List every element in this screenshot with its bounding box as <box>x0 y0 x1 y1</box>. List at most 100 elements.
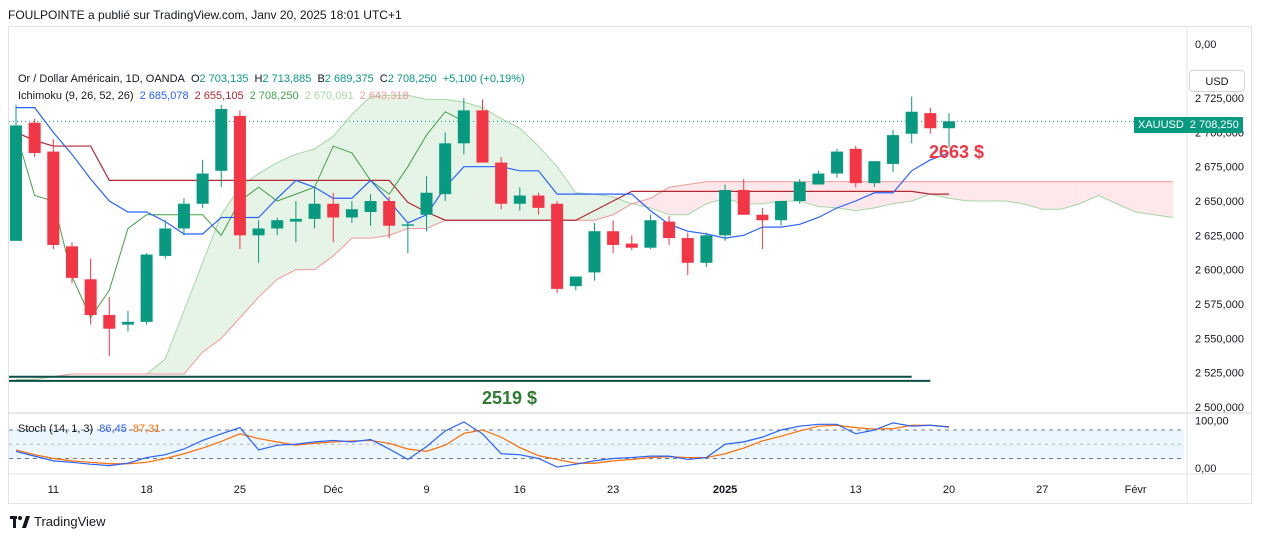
price-tick-label-4: 2 600,000 <box>1195 265 1244 277</box>
candle-body <box>364 201 377 212</box>
price-axis-top-label: 0,00 <box>1195 39 1216 51</box>
stoch-d-line <box>15 424 950 465</box>
candle-body <box>849 148 862 184</box>
candle-body <box>793 181 806 202</box>
ichimoku-conversion-value: 2 685,078 <box>139 90 189 102</box>
candle-body <box>644 220 657 248</box>
kumo-cloud-segment <box>911 181 931 202</box>
symbol-name: Or / Dollar Américain, 1D, OANDA <box>18 73 185 85</box>
change-value: +5,100 (+0,19%) <box>442 73 525 85</box>
ichimoku-span-b-value: 2 643,318 <box>359 90 409 102</box>
high-value: 2 713,885 <box>262 73 312 85</box>
candle-body <box>140 254 153 322</box>
time-tick-label-0: 11 <box>48 484 59 496</box>
candle-body <box>215 108 228 171</box>
high-label: H <box>254 73 263 85</box>
footer-brand: TradingView <box>34 514 106 529</box>
candle-body <box>233 115 246 236</box>
low-label: B <box>317 73 325 85</box>
kumo-cloud-segment <box>650 187 670 215</box>
ichimoku-conversion-line <box>16 107 950 239</box>
candle-body <box>775 201 788 221</box>
kumo-cloud-segment <box>594 194 614 221</box>
kumo-cloud-segment <box>1135 181 1155 215</box>
price-tick-label-2: 2 550,000 <box>1195 333 1244 345</box>
candle-body <box>737 190 750 215</box>
candle-body <box>924 113 937 129</box>
time-tick-label-6: 23 <box>607 484 619 496</box>
candle-body <box>457 110 470 144</box>
candle-body <box>121 321 134 325</box>
kumo-cloud-segment <box>874 181 894 208</box>
open-value: 2 703,135 <box>199 73 249 85</box>
candle-body <box>65 246 78 278</box>
candle-body <box>663 221 676 239</box>
candle-body <box>159 228 172 256</box>
price-tick-label-7: 2 675,000 <box>1195 162 1244 174</box>
target-low-annotation: 2519 $ <box>482 388 537 408</box>
time-tick-label-3: Déc <box>323 484 343 496</box>
kumo-cloud-segment <box>818 181 838 208</box>
candle-body <box>943 121 955 129</box>
candle-body <box>289 218 302 222</box>
kumo-cloud-segment <box>575 192 595 221</box>
stoch-k-value: 86,45 <box>99 423 127 435</box>
candle-body <box>252 228 265 236</box>
time-tick-label-5: 16 <box>514 484 526 496</box>
kumo-cloud-segment <box>1004 181 1024 204</box>
low-value: 2 689,375 <box>324 73 374 85</box>
ichimoku-span-b-line <box>16 181 1173 378</box>
price-tick-label-0: 2 500,000 <box>1195 402 1244 414</box>
price-tick-label-3: 2 575,000 <box>1195 299 1244 311</box>
price-tick-label-6: 2 650,000 <box>1195 196 1244 208</box>
kumo-cloud-segment <box>669 184 688 215</box>
candle-body <box>719 190 732 236</box>
candle-body <box>532 195 545 208</box>
kumo-cloud-segment <box>1042 181 1061 210</box>
currency-button[interactable]: USD <box>1189 70 1245 92</box>
kumo-cloud-segment <box>855 181 875 211</box>
kumo-cloud-segment <box>333 114 352 256</box>
candle-body <box>607 231 620 245</box>
candle-body <box>28 122 41 153</box>
kumo-cloud-segment <box>258 162 278 298</box>
symbol-legend: Or / Dollar Américain, 1D, OANDA O2 703,… <box>18 73 528 85</box>
kumo-cloud-segment <box>1079 181 1099 204</box>
time-tick-label-8: 13 <box>850 484 862 496</box>
candle-body <box>196 173 209 204</box>
kumo-cloud-segment <box>165 310 184 375</box>
candle-body <box>439 143 452 195</box>
kumo-cloud-segment <box>314 136 334 270</box>
candle-body <box>495 162 508 204</box>
kumo-cloud-segment <box>1023 181 1043 210</box>
price-tick-label-9: 2 725,000 <box>1195 93 1244 105</box>
kumo-cloud-segment <box>1060 181 1080 210</box>
ichimoku-legend: Ichimoku (9, 26, 52, 26) 2 685,078 2 655… <box>18 90 412 102</box>
stoch-tick-label-0: 100,00 <box>1195 416 1229 428</box>
kumo-cloud-segment <box>277 154 296 280</box>
kumo-cloud-segment <box>613 196 632 215</box>
candle-body <box>812 173 825 185</box>
kumo-cloud-segment <box>1116 181 1136 212</box>
stoch-k-line <box>15 421 950 468</box>
ichimoku-base-value: 2 655,105 <box>194 90 244 102</box>
ichimoku-name: Ichimoku (9, 26, 52, 26) <box>18 90 134 102</box>
candle-body <box>177 203 190 229</box>
kumo-cloud-segment <box>967 181 987 202</box>
time-tick-label-10: 27 <box>1036 484 1048 496</box>
candle-body <box>588 231 601 273</box>
footer: TradingView <box>10 514 106 529</box>
kumo-cloud-segment <box>893 181 912 204</box>
kumo-cloud-segment <box>183 262 203 375</box>
candle-body <box>569 276 582 287</box>
candle-body <box>905 111 918 134</box>
time-tick-label-11: Févr <box>1125 484 1147 496</box>
close-label: C <box>379 73 388 85</box>
stoch-name: Stoch (14, 1, 3) <box>18 423 94 435</box>
last-price-tag: XAUUSD 2 708,250 <box>1134 117 1243 133</box>
stoch-band-fill <box>9 430 1184 459</box>
kumo-cloud-segment <box>1098 181 1117 204</box>
tradingview-logo-icon <box>10 515 30 528</box>
open-label: O <box>190 73 200 85</box>
